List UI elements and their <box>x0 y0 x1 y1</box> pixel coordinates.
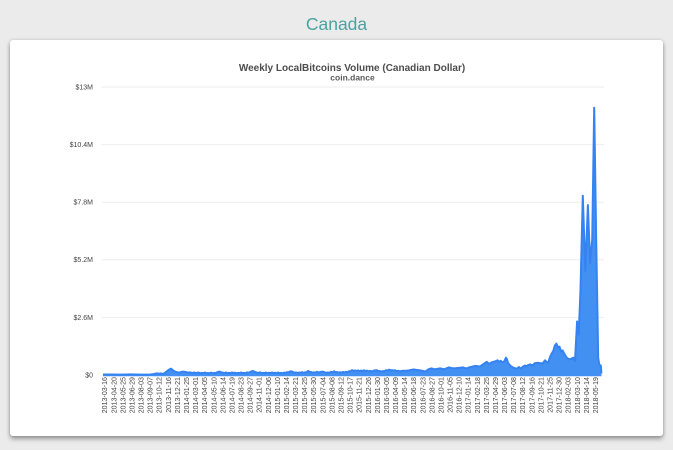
svg-text:$2.6M: $2.6M <box>74 315 94 322</box>
svg-text:2014-04-05: 2014-04-05 <box>201 377 209 413</box>
svg-text:2016-11-05: 2016-11-05 <box>447 377 455 413</box>
svg-text:2018-04-14: 2018-04-14 <box>583 377 591 413</box>
svg-text:2014-08-23: 2014-08-23 <box>238 377 246 413</box>
svg-text:2014-06-14: 2014-06-14 <box>219 377 227 413</box>
svg-text:2016-01-30: 2016-01-30 <box>374 377 382 413</box>
svg-text:2014-05-10: 2014-05-10 <box>210 377 218 413</box>
svg-text:2017-04-29: 2017-04-29 <box>492 377 500 413</box>
svg-text:2015-09-12: 2015-09-12 <box>338 377 346 413</box>
svg-text:2017-10-21: 2017-10-21 <box>537 377 545 413</box>
svg-text:2013-12-21: 2013-12-21 <box>174 377 182 413</box>
svg-text:2018-02-03: 2018-02-03 <box>565 377 573 413</box>
svg-text:2014-03-01: 2014-03-01 <box>192 377 200 413</box>
svg-text:2016-07-23: 2016-07-23 <box>419 377 427 413</box>
svg-text:2014-12-06: 2014-12-06 <box>265 377 273 413</box>
svg-text:2016-04-09: 2016-04-09 <box>392 377 400 413</box>
svg-text:2017-07-08: 2017-07-08 <box>510 377 518 413</box>
svg-text:2015-02-14: 2015-02-14 <box>283 377 291 413</box>
svg-text:2017-09-16: 2017-09-16 <box>528 377 536 413</box>
svg-text:2015-05-30: 2015-05-30 <box>310 377 318 413</box>
svg-text:2016-05-14: 2016-05-14 <box>401 377 409 413</box>
svg-text:2015-08-08: 2015-08-08 <box>328 377 336 413</box>
svg-text:2013-04-20: 2013-04-20 <box>110 377 118 413</box>
svg-text:2016-12-10: 2016-12-10 <box>456 377 464 413</box>
svg-text:2015-10-17: 2015-10-17 <box>347 377 355 413</box>
svg-text:2016-10-01: 2016-10-01 <box>438 377 446 413</box>
svg-text:2015-07-04: 2015-07-04 <box>319 377 327 413</box>
svg-text:2013-08-03: 2013-08-03 <box>138 377 146 413</box>
svg-text:2013-06-29: 2013-06-29 <box>129 377 137 413</box>
svg-text:$13M: $13M <box>75 84 93 91</box>
svg-text:2017-03-25: 2017-03-25 <box>483 377 491 413</box>
svg-text:2017-08-12: 2017-08-12 <box>519 377 527 413</box>
svg-text:2018-05-19: 2018-05-19 <box>592 377 600 413</box>
svg-text:2013-03-16: 2013-03-16 <box>101 377 109 413</box>
svg-text:$10.4M: $10.4M <box>70 142 94 149</box>
svg-text:2017-12-30: 2017-12-30 <box>556 377 564 413</box>
svg-text:2015-01-10: 2015-01-10 <box>274 377 282 413</box>
svg-text:2014-11-01: 2014-11-01 <box>256 377 264 413</box>
svg-text:2017-02-18: 2017-02-18 <box>474 377 482 413</box>
svg-text:2016-06-18: 2016-06-18 <box>410 377 418 413</box>
svg-text:2013-05-25: 2013-05-25 <box>119 377 127 413</box>
svg-text:2016-03-05: 2016-03-05 <box>383 377 391 413</box>
svg-text:2017-06-03: 2017-06-03 <box>501 377 509 413</box>
svg-text:2017-11-25: 2017-11-25 <box>547 377 555 413</box>
svg-text:$0: $0 <box>85 372 93 379</box>
svg-text:Weekly LocalBitcoins Volume (C: Weekly LocalBitcoins Volume (Canadian Do… <box>239 63 465 74</box>
svg-text:2015-04-25: 2015-04-25 <box>301 377 309 413</box>
svg-text:coin.dance: coin.dance <box>330 73 375 83</box>
svg-text:2018-03-10: 2018-03-10 <box>574 377 582 413</box>
svg-text:2016-08-27: 2016-08-27 <box>428 377 436 413</box>
svg-text:$5.2M: $5.2M <box>74 257 94 264</box>
svg-text:2015-12-26: 2015-12-26 <box>365 377 373 413</box>
svg-text:$7.8M: $7.8M <box>74 200 94 207</box>
svg-text:2013-09-07: 2013-09-07 <box>147 377 155 413</box>
svg-text:2017-01-14: 2017-01-14 <box>465 377 473 413</box>
svg-text:2014-01-25: 2014-01-25 <box>183 377 191 413</box>
svg-text:2014-07-19: 2014-07-19 <box>228 377 236 413</box>
svg-text:2014-09-27: 2014-09-27 <box>247 377 255 413</box>
svg-text:2015-03-21: 2015-03-21 <box>292 377 300 413</box>
svg-text:2015-11-21: 2015-11-21 <box>356 377 364 413</box>
svg-text:2013-10-12: 2013-10-12 <box>156 377 164 413</box>
svg-text:2013-11-16: 2013-11-16 <box>165 377 173 413</box>
